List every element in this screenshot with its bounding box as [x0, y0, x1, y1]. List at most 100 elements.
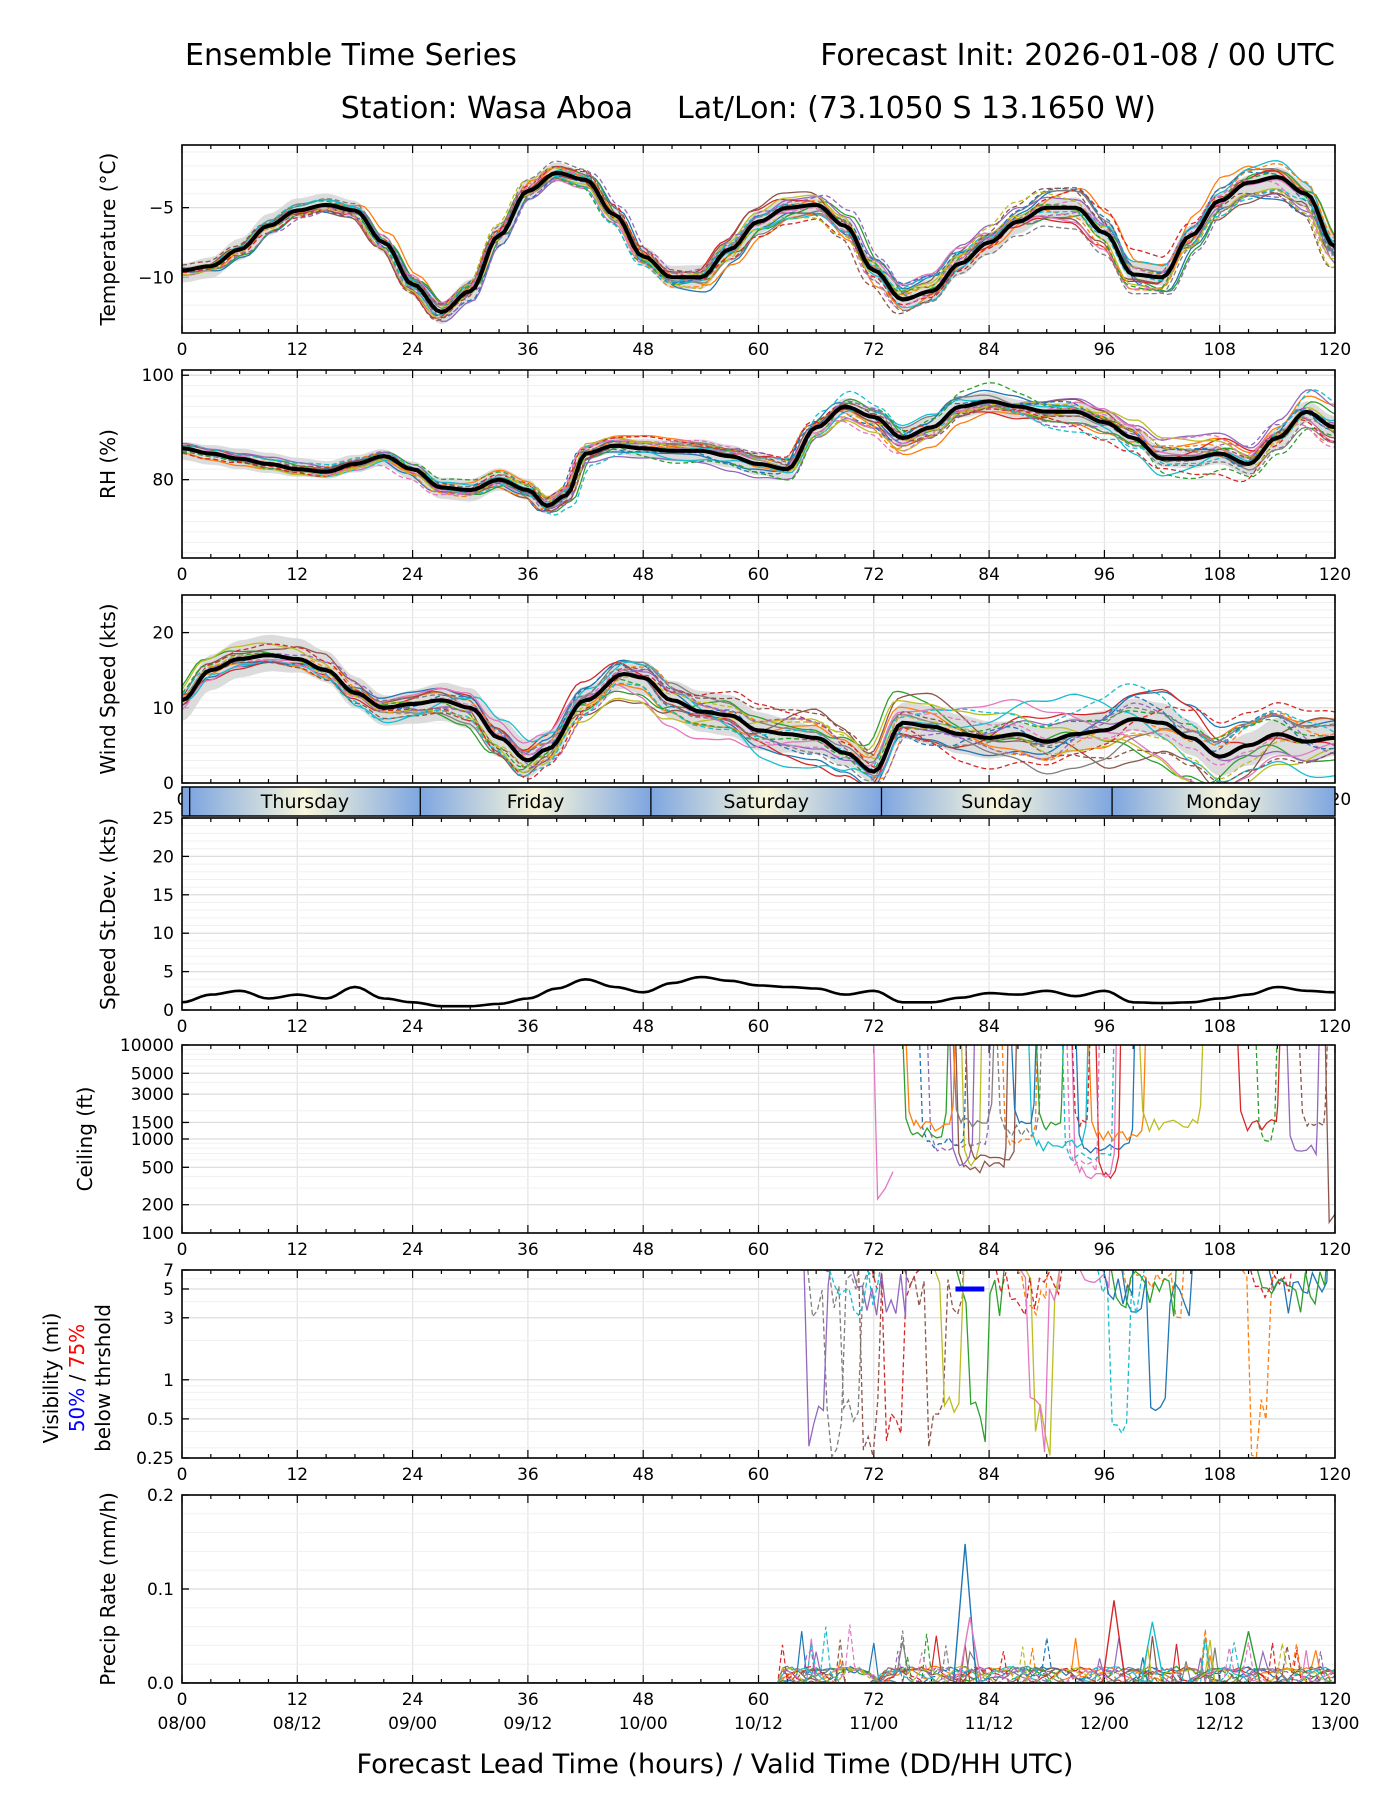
y-tick-label: 80 [152, 471, 174, 491]
y-tick-label: 20 [152, 847, 174, 867]
x-tick-label: 24 [402, 1690, 424, 1710]
x-tick-label: 60 [748, 1240, 770, 1260]
x-tick-label: 120 [1319, 1690, 1351, 1710]
y-tick-label: 100 [142, 1224, 174, 1244]
x-tick-label: 60 [748, 340, 770, 360]
precip-peak-line [1101, 1600, 1127, 1683]
x-tick-label: 36 [517, 1240, 539, 1260]
y-axis-label: Speed St.Dev. (kts) [96, 818, 120, 1010]
x-tick-label: 36 [517, 565, 539, 585]
ceiling-member-line [1071, 1045, 1091, 1128]
x-tick-label: 108 [1203, 1690, 1235, 1710]
member-line [182, 172, 1335, 312]
ceiling-member-line [902, 1045, 949, 1139]
ceiling-member-line [965, 1045, 1017, 1161]
member-line [182, 382, 1335, 505]
y-tick-label: 1000 [131, 1130, 174, 1150]
axes-frame [181, 1494, 1336, 1684]
member-line [182, 660, 1335, 783]
x-tick-label: 84 [978, 1690, 1000, 1710]
visibility-member-line [803, 1270, 831, 1447]
visibility-member-line [1098, 1270, 1134, 1305]
x-tick-label: 36 [517, 1690, 539, 1710]
x-tick-label: 120 [1319, 1240, 1351, 1260]
precip-peak-line [1140, 1621, 1165, 1683]
visibility-member-line [1256, 1270, 1327, 1313]
ceiling-member-line [952, 1045, 995, 1129]
x-tick-label: 12 [286, 1465, 308, 1485]
ceiling-member-line [1298, 1045, 1328, 1128]
x-valid-tick-label: 09/12 [503, 1714, 552, 1734]
panel-precip_rate: 0.0 0.1 0.2 Precip Rate (mm/h) 0 12 24 36 48 60 72… [96, 1486, 1360, 1734]
visibility-member-line [995, 1270, 1063, 1318]
stdev-line [182, 975, 1335, 1008]
ceiling-dip-line [873, 1045, 894, 1201]
ceiling-member-line [1001, 1045, 1038, 1147]
y-tick-label: 3 [163, 1309, 174, 1329]
x-tick-label: 24 [402, 1465, 424, 1485]
member-line [182, 652, 1335, 782]
x-tick-label: 12 [286, 1017, 308, 1037]
panel-temperature: −10 −5 0 12 24 36 48 60 72 84 96 108 120 Temperature … [96, 144, 1351, 360]
x-valid-tick-label: 09/00 [388, 1714, 437, 1734]
member-line [182, 165, 1335, 322]
x-tick-label: 24 [402, 565, 424, 585]
ceiling-dip-line [1324, 1045, 1335, 1225]
precip-member-line [182, 1631, 1335, 1683]
y-tick-label: 0.25 [136, 1449, 174, 1469]
spread-band [182, 392, 1335, 515]
x-tick-label: 0 [177, 565, 188, 585]
x-tick-label: 12 [286, 565, 308, 585]
x-tick-label: 48 [632, 340, 654, 360]
y-tick-label: 0.1 [147, 1580, 174, 1600]
y-tick-label: 5000 [131, 1064, 174, 1084]
x-tick-label: 72 [863, 1465, 885, 1485]
p-sep: / [65, 1368, 89, 1387]
x-tick-label: 48 [632, 1240, 654, 1260]
x-tick-label: 96 [1094, 340, 1116, 360]
x-tick-label: 0 [177, 1465, 188, 1485]
x-tick-label: 36 [517, 1465, 539, 1485]
member-line [182, 404, 1335, 510]
y-tick-label: 7 [163, 1261, 174, 1281]
precip-member-line [182, 1637, 1335, 1683]
x-tick-label: 48 [632, 1017, 654, 1037]
x-tick-label: 60 [748, 1690, 770, 1710]
x-tick-label: 48 [632, 565, 654, 585]
y-tick-label: 10 [152, 699, 174, 719]
ceiling-member-line [1011, 1045, 1037, 1125]
x-tick-label: 120 [1319, 1465, 1351, 1485]
ceiling-member-line [1028, 1045, 1089, 1153]
visibility-member-line [1122, 1270, 1185, 1319]
plot-area-wind_speed [182, 634, 1335, 783]
day-segment [420, 787, 651, 816]
y-tick-label: 5 [163, 1280, 174, 1300]
day-label-sunday: Sunday [961, 791, 1032, 813]
member-line [182, 174, 1335, 317]
ceiling-member-line [949, 1045, 975, 1167]
ensemble-mean-line [182, 399, 1335, 508]
visibility-member-line [857, 1270, 883, 1457]
member-line [182, 167, 1335, 313]
x-tick-label: 48 [632, 1465, 654, 1485]
x-tick-label: 96 [1094, 1240, 1116, 1260]
ceiling-member-line [1237, 1045, 1281, 1133]
y-tick-label: −5 [149, 199, 174, 219]
y-tick-label: 0 [163, 774, 174, 794]
x-tick-label: 60 [748, 565, 770, 585]
y-tick-label: 200 [142, 1196, 174, 1216]
x-tick-label: 108 [1203, 340, 1235, 360]
x-tick-label: 108 [1203, 1017, 1235, 1037]
member-line [182, 658, 1335, 783]
x-tick-label: 60 [748, 1465, 770, 1485]
day-segment [881, 787, 1113, 816]
ensemble-mean-line [182, 653, 1335, 774]
plot-area-ceiling [873, 1045, 1335, 1225]
y-tick-label: 0.2 [147, 1486, 174, 1506]
y-tick-label: 20 [152, 624, 174, 644]
plot-area-visibility [803, 1270, 1328, 1458]
x-tick-label: 24 [402, 1240, 424, 1260]
axes-frame [181, 817, 1336, 1011]
member-line [182, 653, 1335, 780]
